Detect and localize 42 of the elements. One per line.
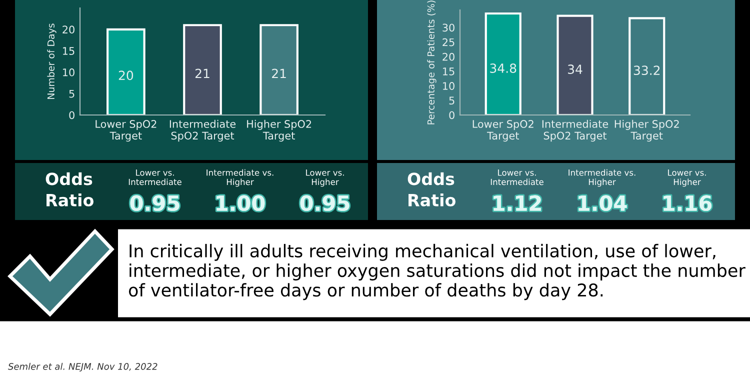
text: Odds Ratio — [408, 172, 456, 206]
y-tick-label: 15 — [63, 47, 74, 55]
x-tick-label: Higher SpO2 Target — [614, 120, 679, 142]
text: Lower vs. Higher — [668, 170, 706, 187]
x-tick-label: Lower SpO2 Target — [472, 120, 534, 142]
text: Lower vs. Intermediate — [128, 170, 182, 186]
y-tick-label: 15 — [443, 68, 454, 76]
data-label: 34 — [568, 64, 582, 74]
data-label: 20 — [118, 70, 134, 80]
data-label: 33.2 — [634, 66, 660, 76]
y-tick-label: 10 — [63, 68, 74, 76]
text: Odds Ratio — [46, 172, 94, 206]
y-tick-label: 10 — [443, 82, 454, 90]
data-label: 21 — [195, 68, 210, 78]
x-tick-label: Intermediate SpO2 Target — [542, 120, 608, 142]
text: In critically ill adults receiving mechanical ventilation, use of lower, intermediate, or higher oxygen saturations did not impact the number of ventilator-free days or number of deaths by day 28. — [128, 244, 746, 300]
y-tick-label: 25 — [442, 38, 454, 46]
text: 1.16 — [664, 195, 712, 212]
x-tick-label: Lower SpO2 Target — [96, 120, 156, 142]
text: Lower vs. Higher — [306, 170, 344, 187]
data-label: 34.8 — [490, 63, 516, 73]
text: 1.04 — [578, 195, 627, 212]
x-tick-label: Intermediate SpO2 Target — [170, 120, 236, 142]
x-tick-label: Higher SpO2 Target — [247, 120, 312, 142]
text: Intermediate vs. Higher — [568, 169, 636, 187]
data-label: 21 — [272, 68, 286, 78]
y-tick-label: 20 — [442, 52, 454, 61]
y-tick-label: 5 — [69, 90, 74, 98]
y-axis-title: Number of Days — [47, 24, 56, 99]
y-tick-label: 0 — [69, 111, 74, 120]
y-axis-title: Percentage of Patients (%) — [427, 0, 436, 124]
y-tick-label: 30 — [442, 24, 454, 32]
text: Semler et al. NEJM. Nov 10, 2022 — [8, 362, 158, 372]
text: Intermediate vs. Higher — [206, 169, 274, 187]
text: 1.00 — [216, 195, 265, 212]
y-tick-label: 5 — [449, 96, 454, 105]
text: 0.95 — [300, 195, 350, 212]
text: 0.95 — [130, 195, 180, 212]
y-tick-label: 20 — [62, 26, 74, 34]
text: Lower vs. Intermediate — [490, 170, 544, 186]
text: 1.12 — [494, 195, 541, 211]
y-tick-label: 0 — [449, 111, 454, 120]
